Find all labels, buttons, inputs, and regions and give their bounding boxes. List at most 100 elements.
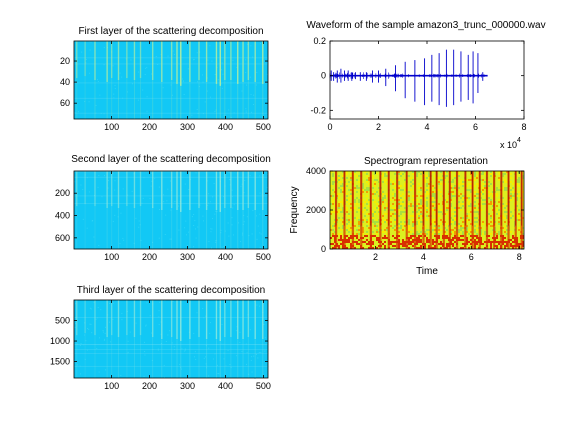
spectrogram-cell xyxy=(466,229,468,231)
spectrogram-cell xyxy=(450,195,452,197)
heatmap-speckle xyxy=(131,83,133,85)
spectrogram-event-core xyxy=(388,171,390,226)
spectrogram-cell xyxy=(466,237,468,239)
spectrogram-cell xyxy=(340,219,342,221)
heatmap-speckle xyxy=(212,218,214,220)
heatmap-speckle xyxy=(138,226,140,228)
spectrogram-cell xyxy=(498,171,500,173)
heatmap-speckle xyxy=(174,349,176,351)
spectrogram-cell xyxy=(350,179,352,181)
spectrogram-cell xyxy=(438,189,440,191)
spectrogram-cell xyxy=(444,183,446,185)
spectrogram-cell xyxy=(376,231,378,233)
spectrogram-cell xyxy=(332,233,334,235)
spectrogram-cell xyxy=(368,247,370,249)
spectrogram-cell xyxy=(356,243,358,245)
spectrogram-cell xyxy=(418,237,420,239)
heatmap-stripe xyxy=(170,41,173,80)
spectrogram-cell xyxy=(400,221,402,223)
heatmap-speckle xyxy=(203,357,205,359)
heatmap-speckle xyxy=(90,323,92,325)
heatmap-stripe xyxy=(254,300,256,339)
heatmap-speckle xyxy=(215,239,217,241)
heatmap-speckle xyxy=(204,356,206,358)
spectrogram-cell xyxy=(416,223,418,225)
spectrogram-cell xyxy=(432,205,434,207)
heatmap-stripe-faint xyxy=(176,171,178,249)
spectrogram-cell xyxy=(504,179,506,181)
spectrogram-cell xyxy=(356,229,358,231)
spectrogram-cell xyxy=(366,181,368,183)
heatmap-stripe xyxy=(139,171,142,207)
spectrogram-cell xyxy=(484,187,486,189)
spectrogram-cell xyxy=(490,183,492,185)
spectrogram-cell xyxy=(404,197,406,199)
heatmap-speckle xyxy=(121,319,123,321)
heatmap-speckle xyxy=(169,180,171,182)
heatmap-speckle xyxy=(98,337,100,339)
spectrogram-cell xyxy=(378,187,380,189)
spectrogram-cell xyxy=(418,207,420,209)
heatmap-speckle xyxy=(246,84,248,86)
heatmap-speckle xyxy=(195,237,197,239)
heatmap-speckle xyxy=(81,51,83,53)
spectrogram-cell xyxy=(432,233,434,235)
spectrogram-cell xyxy=(376,207,378,209)
heatmap-stripe-faint xyxy=(180,171,182,249)
spectrogram-cell xyxy=(460,225,462,227)
spectrogram-cell xyxy=(400,203,402,205)
spectrogram-cell xyxy=(408,199,410,201)
waveform-plot-area xyxy=(330,41,524,119)
heatmap-stripe-faint xyxy=(161,300,163,378)
spectrogram-cell xyxy=(338,197,340,199)
heatmap-stripe xyxy=(84,171,86,205)
spectrogram-cell xyxy=(366,235,368,237)
spectrogram-cell xyxy=(452,237,454,239)
spectrogram-cell xyxy=(444,221,446,223)
spectrogram-cell xyxy=(450,243,452,245)
spectrogram-cell xyxy=(462,227,464,229)
spectrogram-cell xyxy=(386,237,388,239)
spectrogram-cell xyxy=(342,209,344,211)
spectrogram-cell xyxy=(346,177,348,179)
heatmap-speckle xyxy=(249,76,251,78)
heatmap-speckle xyxy=(96,79,98,81)
heatmap-speckle xyxy=(76,364,78,366)
heatmap-speckle xyxy=(170,209,172,211)
heatmap-stripe xyxy=(161,300,163,339)
heatmap-speckle xyxy=(104,338,106,340)
spectrogram-cell xyxy=(398,205,400,207)
heatmap-speckle xyxy=(225,365,227,367)
heatmap-band xyxy=(74,365,268,367)
spectrogram-cell xyxy=(518,217,520,219)
spectrogram-cell xyxy=(426,177,428,179)
spectrogram-cell xyxy=(426,233,428,235)
heatmap-stripe-faint xyxy=(247,41,249,119)
spectrogram-cell xyxy=(368,219,370,221)
spectrogram-cell xyxy=(466,199,468,201)
spectrogram-cell xyxy=(490,203,492,205)
spectrogram-cell xyxy=(470,183,472,185)
spectrogram-cell xyxy=(348,181,350,183)
spectrogram-cell xyxy=(506,233,508,235)
y-tick-label: 1000 xyxy=(50,336,70,346)
heatmap-speckle xyxy=(120,212,122,214)
heatmap-speckle xyxy=(98,175,100,177)
heatmap-speckle xyxy=(79,365,81,367)
heatmap-speckle xyxy=(186,245,188,247)
spectrogram-cell xyxy=(450,205,452,207)
spectrogram-cell xyxy=(474,229,476,231)
heatmap-speckle xyxy=(212,196,214,198)
spectrogram-cell xyxy=(498,231,500,233)
y-tick-label: 400 xyxy=(55,211,70,221)
heatmap-speckle xyxy=(192,246,194,248)
spectrogram-cell xyxy=(400,173,402,175)
spectrogram-cell xyxy=(410,237,412,239)
spectrogram-cell xyxy=(332,243,334,245)
heatmap-speckle xyxy=(113,97,115,99)
spectrogram-cell xyxy=(342,243,344,245)
spectrogram-cell xyxy=(382,199,384,201)
heatmap-speckle xyxy=(75,323,77,325)
heatmap-speckle xyxy=(258,352,260,354)
spectrogram-cell xyxy=(432,197,434,199)
